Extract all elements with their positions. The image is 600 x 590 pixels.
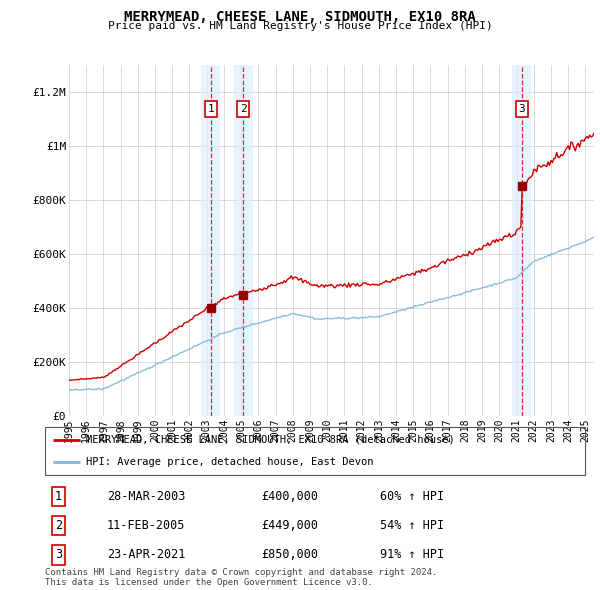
Text: 54% ↑ HPI: 54% ↑ HPI bbox=[380, 519, 444, 532]
Text: 3: 3 bbox=[518, 104, 525, 114]
Text: 1: 1 bbox=[207, 104, 214, 114]
Text: 23-APR-2021: 23-APR-2021 bbox=[107, 548, 185, 561]
Text: 3: 3 bbox=[55, 548, 62, 561]
Text: £850,000: £850,000 bbox=[261, 548, 318, 561]
Text: MERRYMEAD, CHEESE LANE, SIDMOUTH, EX10 8RA (detached house): MERRYMEAD, CHEESE LANE, SIDMOUTH, EX10 8… bbox=[86, 435, 454, 445]
Text: MERRYMEAD, CHEESE LANE, SIDMOUTH, EX10 8RA: MERRYMEAD, CHEESE LANE, SIDMOUTH, EX10 8… bbox=[124, 10, 476, 24]
Bar bbox=[201, 65, 220, 416]
Text: 11-FEB-2005: 11-FEB-2005 bbox=[107, 519, 185, 532]
Text: 91% ↑ HPI: 91% ↑ HPI bbox=[380, 548, 444, 561]
Text: 2: 2 bbox=[240, 104, 247, 114]
Bar bbox=[234, 65, 253, 416]
Text: 60% ↑ HPI: 60% ↑ HPI bbox=[380, 490, 444, 503]
Text: 1: 1 bbox=[55, 490, 62, 503]
Text: Contains HM Land Registry data © Crown copyright and database right 2024.
This d: Contains HM Land Registry data © Crown c… bbox=[45, 568, 437, 587]
Text: 28-MAR-2003: 28-MAR-2003 bbox=[107, 490, 185, 503]
Bar bbox=[512, 65, 532, 416]
Text: Price paid vs. HM Land Registry's House Price Index (HPI): Price paid vs. HM Land Registry's House … bbox=[107, 21, 493, 31]
Text: 2: 2 bbox=[55, 519, 62, 532]
Text: £400,000: £400,000 bbox=[261, 490, 318, 503]
Text: HPI: Average price, detached house, East Devon: HPI: Average price, detached house, East… bbox=[86, 457, 373, 467]
Text: £449,000: £449,000 bbox=[261, 519, 318, 532]
